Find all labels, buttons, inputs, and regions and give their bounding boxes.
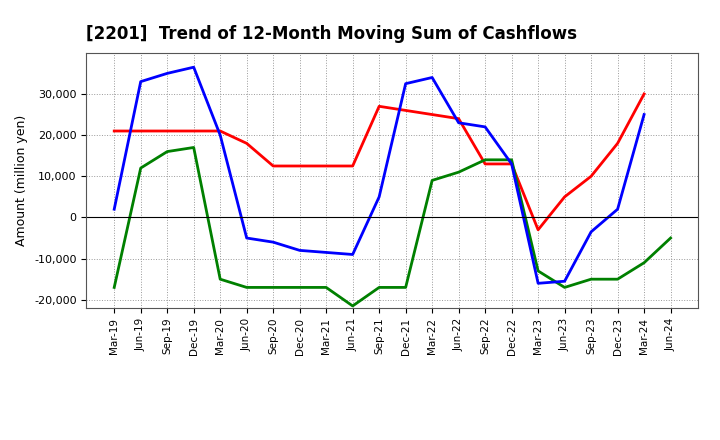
Investing Cashflow [587, 277, 595, 282]
Operating Cashflow [110, 128, 119, 134]
Free Cashflow [508, 161, 516, 167]
Free Cashflow [428, 75, 436, 80]
Operating Cashflow [216, 128, 225, 134]
Investing Cashflow [613, 277, 622, 282]
Free Cashflow [481, 124, 490, 129]
Investing Cashflow [481, 157, 490, 162]
Free Cashflow [454, 120, 463, 125]
Investing Cashflow [375, 285, 384, 290]
Investing Cashflow [322, 285, 330, 290]
Free Cashflow [613, 206, 622, 212]
Investing Cashflow [401, 285, 410, 290]
Investing Cashflow [454, 169, 463, 175]
Operating Cashflow [295, 163, 304, 169]
Operating Cashflow [348, 163, 357, 169]
Free Cashflow [560, 279, 569, 284]
Operating Cashflow [322, 163, 330, 169]
Free Cashflow [216, 132, 225, 138]
Investing Cashflow [508, 157, 516, 162]
Free Cashflow [269, 239, 277, 245]
Investing Cashflow [534, 268, 542, 274]
Investing Cashflow [348, 303, 357, 308]
Free Cashflow [136, 79, 145, 84]
Investing Cashflow [136, 165, 145, 171]
Operating Cashflow [189, 128, 198, 134]
Operating Cashflow [534, 227, 542, 232]
Free Cashflow [534, 281, 542, 286]
Investing Cashflow [243, 285, 251, 290]
Operating Cashflow [587, 174, 595, 179]
Free Cashflow [401, 81, 410, 86]
Operating Cashflow [375, 104, 384, 109]
Investing Cashflow [295, 285, 304, 290]
Investing Cashflow [269, 285, 277, 290]
Operating Cashflow [481, 161, 490, 167]
Operating Cashflow [163, 128, 171, 134]
Free Cashflow [295, 248, 304, 253]
Operating Cashflow [454, 116, 463, 121]
Investing Cashflow [163, 149, 171, 154]
Operating Cashflow [401, 108, 410, 113]
Operating Cashflow [269, 163, 277, 169]
Free Cashflow [110, 206, 119, 212]
Operating Cashflow [560, 194, 569, 199]
Operating Cashflow [640, 92, 649, 97]
Investing Cashflow [560, 285, 569, 290]
Investing Cashflow [189, 145, 198, 150]
Free Cashflow [348, 252, 357, 257]
Operating Cashflow [428, 112, 436, 117]
Y-axis label: Amount (million yen): Amount (million yen) [16, 115, 29, 246]
Text: [2201]  Trend of 12-Month Moving Sum of Cashflows: [2201] Trend of 12-Month Moving Sum of C… [86, 25, 577, 43]
Line: Operating Cashflow: Operating Cashflow [114, 94, 644, 230]
Operating Cashflow [136, 128, 145, 134]
Free Cashflow [322, 250, 330, 255]
Free Cashflow [640, 112, 649, 117]
Investing Cashflow [110, 285, 119, 290]
Free Cashflow [189, 65, 198, 70]
Line: Investing Cashflow: Investing Cashflow [114, 147, 670, 306]
Operating Cashflow [508, 161, 516, 167]
Operating Cashflow [613, 141, 622, 146]
Free Cashflow [243, 235, 251, 241]
Free Cashflow [163, 71, 171, 76]
Investing Cashflow [666, 235, 675, 241]
Line: Free Cashflow: Free Cashflow [114, 67, 644, 283]
Operating Cashflow [243, 141, 251, 146]
Investing Cashflow [640, 260, 649, 265]
Free Cashflow [587, 229, 595, 235]
Investing Cashflow [428, 178, 436, 183]
Investing Cashflow [216, 277, 225, 282]
Free Cashflow [375, 194, 384, 199]
